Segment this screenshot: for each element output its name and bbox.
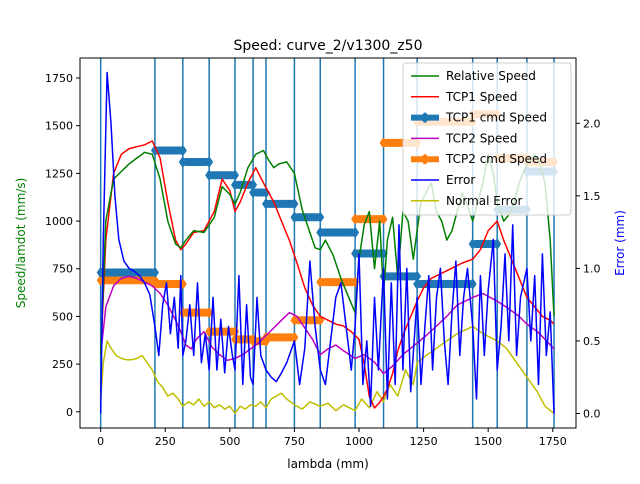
tcp1-cmd-speed-marker — [178, 146, 187, 155]
tcp1-cmd-speed-marker — [262, 199, 270, 209]
x-tick-label: 1250 — [410, 435, 438, 448]
tcp2-speed-legend-label: TCP2 Speed — [445, 131, 517, 145]
tcp1-cmd-speed-marker — [316, 212, 325, 222]
tcp2-cmd-speed-marker — [379, 138, 388, 148]
tcp1-cmd-speed-marker — [413, 271, 422, 281]
y-left-tick-label: 1250 — [45, 167, 73, 180]
tcp1-cmd-speed-marker — [468, 279, 477, 289]
relative-speed-legend-label: Relative Speed — [446, 69, 536, 83]
tcp1-cmd-speed-marker — [205, 157, 214, 167]
tcp2-cmd-speed-legend-label: TCP2 cmd Speed — [445, 152, 547, 166]
tcp2-cmd-speed-marker — [290, 315, 299, 325]
tcp1-cmd-speed-marker — [316, 228, 325, 238]
y-left-axis-ticks: 0 250 500 750 1000 1250 1500 1750 — [45, 72, 80, 419]
tcp1-cmd-speed-marker — [178, 157, 187, 167]
tcp2-speed-line — [99, 275, 555, 375]
y-left-axis-label: Speed/lamdot (mm/s) — [14, 178, 28, 309]
y-right-axis-ticks: 0.0 0.5 1.0 1.5 2.0 — [576, 117, 601, 420]
y-right-tick-label: 0.5 — [583, 335, 601, 348]
error-legend-label: Error — [446, 173, 475, 187]
tcp2-cmd-speed-marker — [351, 214, 360, 224]
x-tick-label: 500 — [219, 435, 240, 448]
chart-title: Speed: curve_2/v1300_z50 — [234, 38, 423, 54]
legend-box — [402, 62, 572, 216]
tcp1-cmd-speed-legend-label: TCP1 cmd Speed — [445, 111, 547, 125]
y-left-tick-label: 750 — [52, 263, 73, 276]
tcp2-cmd-speed-marker — [290, 332, 299, 342]
y-left-tick-label: 1500 — [45, 120, 73, 133]
tcp1-cmd-speed-marker — [468, 239, 477, 249]
y-right-tick-label: 2.0 — [583, 117, 601, 130]
x-tick-label: 1500 — [474, 435, 502, 448]
legend: Relative Speed TCP1 Speed TCP1 cmd Speed TC… — [402, 62, 572, 216]
tcp1-cmd-speed-marker — [231, 180, 239, 190]
y-left-tick-label: 250 — [52, 358, 73, 371]
y-left-tick-label: 1750 — [45, 72, 73, 85]
x-tick-label: 250 — [155, 435, 176, 448]
y-left-tick-label: 1000 — [45, 215, 73, 228]
y-left-tick-label: 500 — [52, 310, 73, 323]
tcp2-cmd-speed-legend-marker — [420, 154, 430, 165]
x-tick-label: 1750 — [539, 435, 567, 448]
y-right-tick-label: 0.0 — [583, 407, 601, 420]
tcp1-cmd-speed-marker — [249, 180, 258, 190]
y-right-tick-label: 1.5 — [583, 190, 601, 203]
x-tick-label: 1000 — [345, 435, 373, 448]
tcp1-cmd-speed-marker — [231, 170, 239, 180]
error-line — [99, 71, 555, 414]
tcp2-cmd-speed-marker — [205, 308, 214, 318]
x-tick-label: 0 — [97, 435, 104, 448]
tcp1-speed-legend-label: TCP1 Speed — [445, 90, 517, 104]
tcp1-cmd-speed-marker — [493, 239, 502, 249]
tcp1-cmd-speed-marker — [290, 199, 299, 209]
tcp1-cmd-speed-marker — [351, 228, 360, 238]
tcp1-cmd-speed-marker — [413, 279, 422, 289]
tcp1-cmd-speed-marker — [249, 187, 258, 197]
tcp1-speed-line — [99, 140, 555, 409]
x-axis-label: lambda (mm) — [287, 457, 369, 471]
normal-error-line — [99, 325, 555, 415]
tcp1-cmd-speed-marker — [290, 212, 299, 222]
plot-frame — [79, 57, 577, 429]
tcp2-cmd-speed-marker — [316, 277, 325, 287]
tcp1-cmd-speed-legend-marker — [420, 112, 430, 123]
tcp2-cmd-speed-marker — [379, 214, 388, 224]
x-axis-ticks: 0 250 500 750 1000 1250 1500 1750 — [97, 428, 567, 448]
y-right-tick-label: 1.0 — [583, 262, 601, 275]
tcp2-cmd-speed-marker — [178, 308, 187, 318]
tcp1-cmd-speed-marker — [351, 248, 360, 258]
normal-error-legend-label: Normal Error — [446, 194, 523, 208]
y-right-axis-label: Error (mm) — [613, 210, 627, 276]
tcp1-cmd-speed-marker — [150, 268, 159, 278]
y-left-tick-label: 0 — [66, 406, 73, 419]
x-tick-label: 750 — [284, 435, 305, 448]
tcp1-cmd-speed-marker — [205, 170, 214, 180]
tcp2-cmd-speed-marker — [262, 332, 270, 342]
